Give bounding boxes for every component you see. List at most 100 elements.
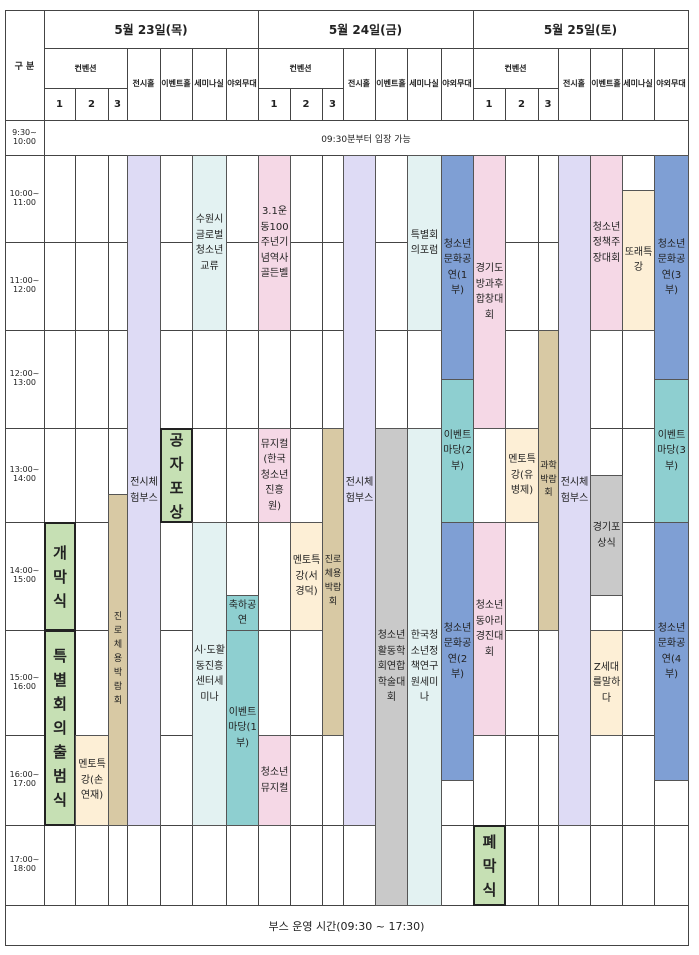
event-block: 청소년문화공연(4부) [654,522,689,781]
grid-line [44,10,45,905]
hall-label: 이벤트홀 [376,78,406,88]
event-block: 멘토특강(손연재) [75,735,109,826]
convention-label: 컨벤션 [289,63,312,73]
event-block: 이벤트마당(1부) [226,630,259,826]
event-block: 이벤트마당(2부) [441,379,474,523]
room-label: 3 [114,98,121,110]
grid-line [590,48,591,120]
grid-line [5,10,689,11]
grid-line [127,48,128,120]
grid-line [688,10,689,120]
grid-line [473,48,689,49]
event-block: 전시체험부스 [127,155,161,826]
event-block: 청소년문화공연(2부) [441,522,474,781]
hall-label: 전시홀 [132,78,155,88]
grid-line [75,88,76,120]
room-label: 3 [544,98,552,110]
grid-line [654,48,655,120]
event-block: 멘토특강(유병제) [505,428,539,523]
room-label: 2 [518,98,525,110]
event-block: 특별회의포럼 [407,155,442,331]
footer-note: 부스 운영 시간(09:30 ~ 17:30) [268,919,425,933]
time-label: 11:00~ 12:00 [9,276,40,294]
event-block: 개막식 [44,522,76,631]
hall-label: 전시홀 [347,78,371,88]
grid-line [160,48,161,120]
event-block: 청소년동아리경진대회 [473,522,506,736]
time-label: 13:00~ 14:00 [9,465,40,483]
grid-line [5,905,689,906]
event-block: 이벤트마당(3부) [654,379,689,523]
day-date: 5월 25일(토) [543,22,618,37]
event-block: 청소년활동학회연합학술대회 [375,428,408,906]
grid-line [258,155,259,905]
entry-notice: 09:30분부터 입장 가능 [321,134,411,145]
grid-line [108,88,109,120]
time-label: 15:00~ 16:00 [9,672,40,691]
hall-label: 전시홀 [562,78,586,88]
hall-label: 야외무대 [656,78,686,88]
event-block: 청소년정책주장대회 [590,155,623,331]
room-label: 2 [88,98,95,110]
event-block: 또래특강 [622,189,655,331]
grid-line [258,10,259,120]
event-block: 멘토특강(서경덕) [290,522,323,631]
grid-line [505,88,506,120]
time-label: 12:00~ 13:00 [9,369,40,387]
grid-line [473,10,474,120]
grid-line [622,48,623,120]
time-label: 14:00~ 15:00 [9,566,40,584]
grid-line [192,48,193,120]
grid-line [226,48,227,120]
event-block: 유공자포상식 [160,428,193,523]
convention-label: 컨벤션 [74,63,97,73]
grid-line [44,48,259,49]
convention-label: 컨벤션 [504,63,527,73]
grid-line [5,945,689,946]
hall-label: 세미나실 [194,78,224,88]
grid-line [258,48,474,49]
grid-line [290,88,291,120]
event-block: 청소년문화공연(3부) [654,155,689,380]
event-block: 청소년문화공연(1부) [441,155,474,380]
room-label: 1 [56,98,63,110]
hall-label: 세미나실 [623,78,653,88]
event-block: 뮤지컬(한국청소년진흥원) [258,428,291,523]
event-block: 과학박람회 [538,330,559,631]
grid-line [473,88,559,89]
event-block: Z세대를말하다 [590,630,623,736]
hall-label: 세미나실 [409,78,439,88]
grid-line [441,48,442,120]
grid-line [44,88,128,89]
event-block: 진로체용박람회 [322,428,344,736]
grid-line [375,48,376,120]
time-label: 10:00~ 11:00 [9,188,40,207]
event-block: 3.1운동100주년기념역사골든벨 [258,155,291,331]
time-label: 17:00~ 18:00 [9,855,40,873]
event-block: 한국청소년정책연구원세미나 [407,428,442,906]
grid-line [322,88,323,120]
hall-label: 야외무대 [442,78,472,88]
hall-label: 야외무대 [227,78,257,88]
event-block: 축하공연 [226,595,259,631]
event-block: 수원시글로벌청소년교류 [192,155,227,331]
section-label: 구 분 [14,61,35,72]
grid-line [558,48,559,120]
event-block: 진로체용박람회 [108,493,128,826]
event-block: 경기포상식 [590,475,623,597]
hall-label: 이벤트홀 [591,78,621,88]
grid-line [343,48,344,120]
event-block: 전시체험부스 [343,155,376,826]
grid-line [538,88,539,120]
event-block: 경기도방과후합창대회 [473,155,506,429]
event-block: 전시체험부스 [558,155,591,826]
event-block: 폐막식 [473,825,506,906]
room-label: 3 [329,98,336,110]
grid-line [407,48,408,120]
event-block: 청소년뮤지컬 [258,735,291,826]
grid-line [258,88,344,89]
day-date: 5월 24일(금) [328,22,403,37]
day-date: 5월 23일(목) [114,22,188,37]
grid-line [5,120,689,121]
